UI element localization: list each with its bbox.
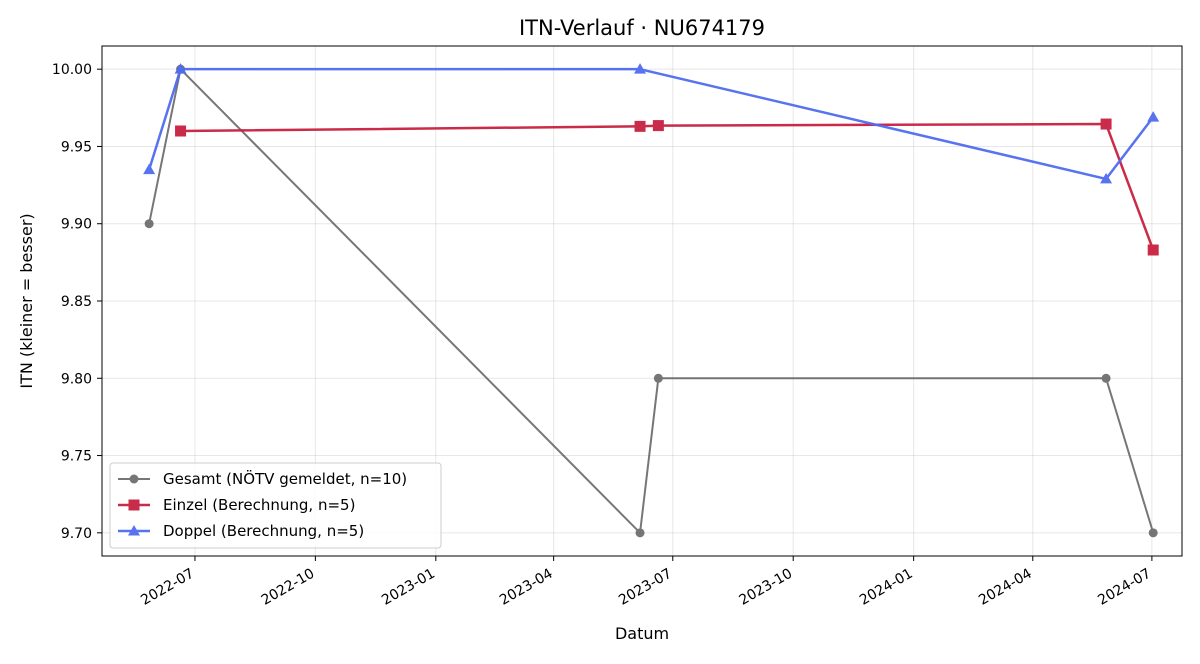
y-tick-label: 9.90 [61,217,92,233]
data-point [143,163,156,175]
legend-item [118,525,150,536]
data-point [175,125,187,137]
data-point [1148,528,1158,538]
data-point [1100,172,1113,184]
y-tick-label: 10.00 [52,62,92,78]
legend-marker [129,474,139,484]
y-tick-label: 9.85 [61,294,92,310]
x-tick-label: 2022-07 [138,566,197,609]
legend-marker [128,499,140,511]
data-point [174,63,187,74]
series-1 [175,118,1159,256]
legend-item [118,474,150,484]
legend-label: Einzel (Berechnung, n=5) [163,496,355,514]
data-point [1100,118,1112,130]
x-tick-label: 2022-10 [259,566,318,609]
legend-label: Doppel (Berechnung, n=5) [163,522,364,540]
data-point [1147,244,1159,256]
y-tick-label: 9.70 [61,526,92,542]
data-point [635,528,645,538]
x-tick-label: 2024-07 [1095,566,1154,609]
data-point [144,219,154,229]
series-2 [143,63,1160,184]
x-tick-label: 2023-04 [497,566,556,609]
chart-title: ITN-Verlauf · NU674179 [519,16,765,40]
y-tick-label: 9.95 [61,139,92,155]
y-tick-label: 9.80 [61,371,92,387]
x-tick-label: 2024-04 [976,566,1035,609]
series-line [148,68,1155,534]
legend: Gesamt (NÖTV gemeldet, n=10) Einzel (Bere… [109,462,442,549]
data-point [634,63,647,74]
legend-item [118,499,150,511]
legend-frame [109,462,442,549]
x-tick-label: 2024-01 [857,566,916,609]
y-tick-label: 9.75 [61,449,92,465]
x-axis-label: Datum [615,624,669,643]
data-point [653,373,663,383]
x-tick-label: 2023-10 [737,566,796,609]
data-point [1101,373,1111,383]
data-point [634,120,646,132]
y-axis-label: ITN (kleiner = besser) [17,213,36,388]
legend-marker [128,525,140,536]
x-tick-label: 2023-01 [379,566,438,609]
series-line [180,122,1155,251]
legend-label: Gesamt (NÖTV gemeldet, n=10) [163,469,407,488]
data-point [1147,111,1160,122]
series-0 [144,64,1158,538]
data-point [652,120,664,132]
x-tick-label: 2023-07 [616,566,675,609]
